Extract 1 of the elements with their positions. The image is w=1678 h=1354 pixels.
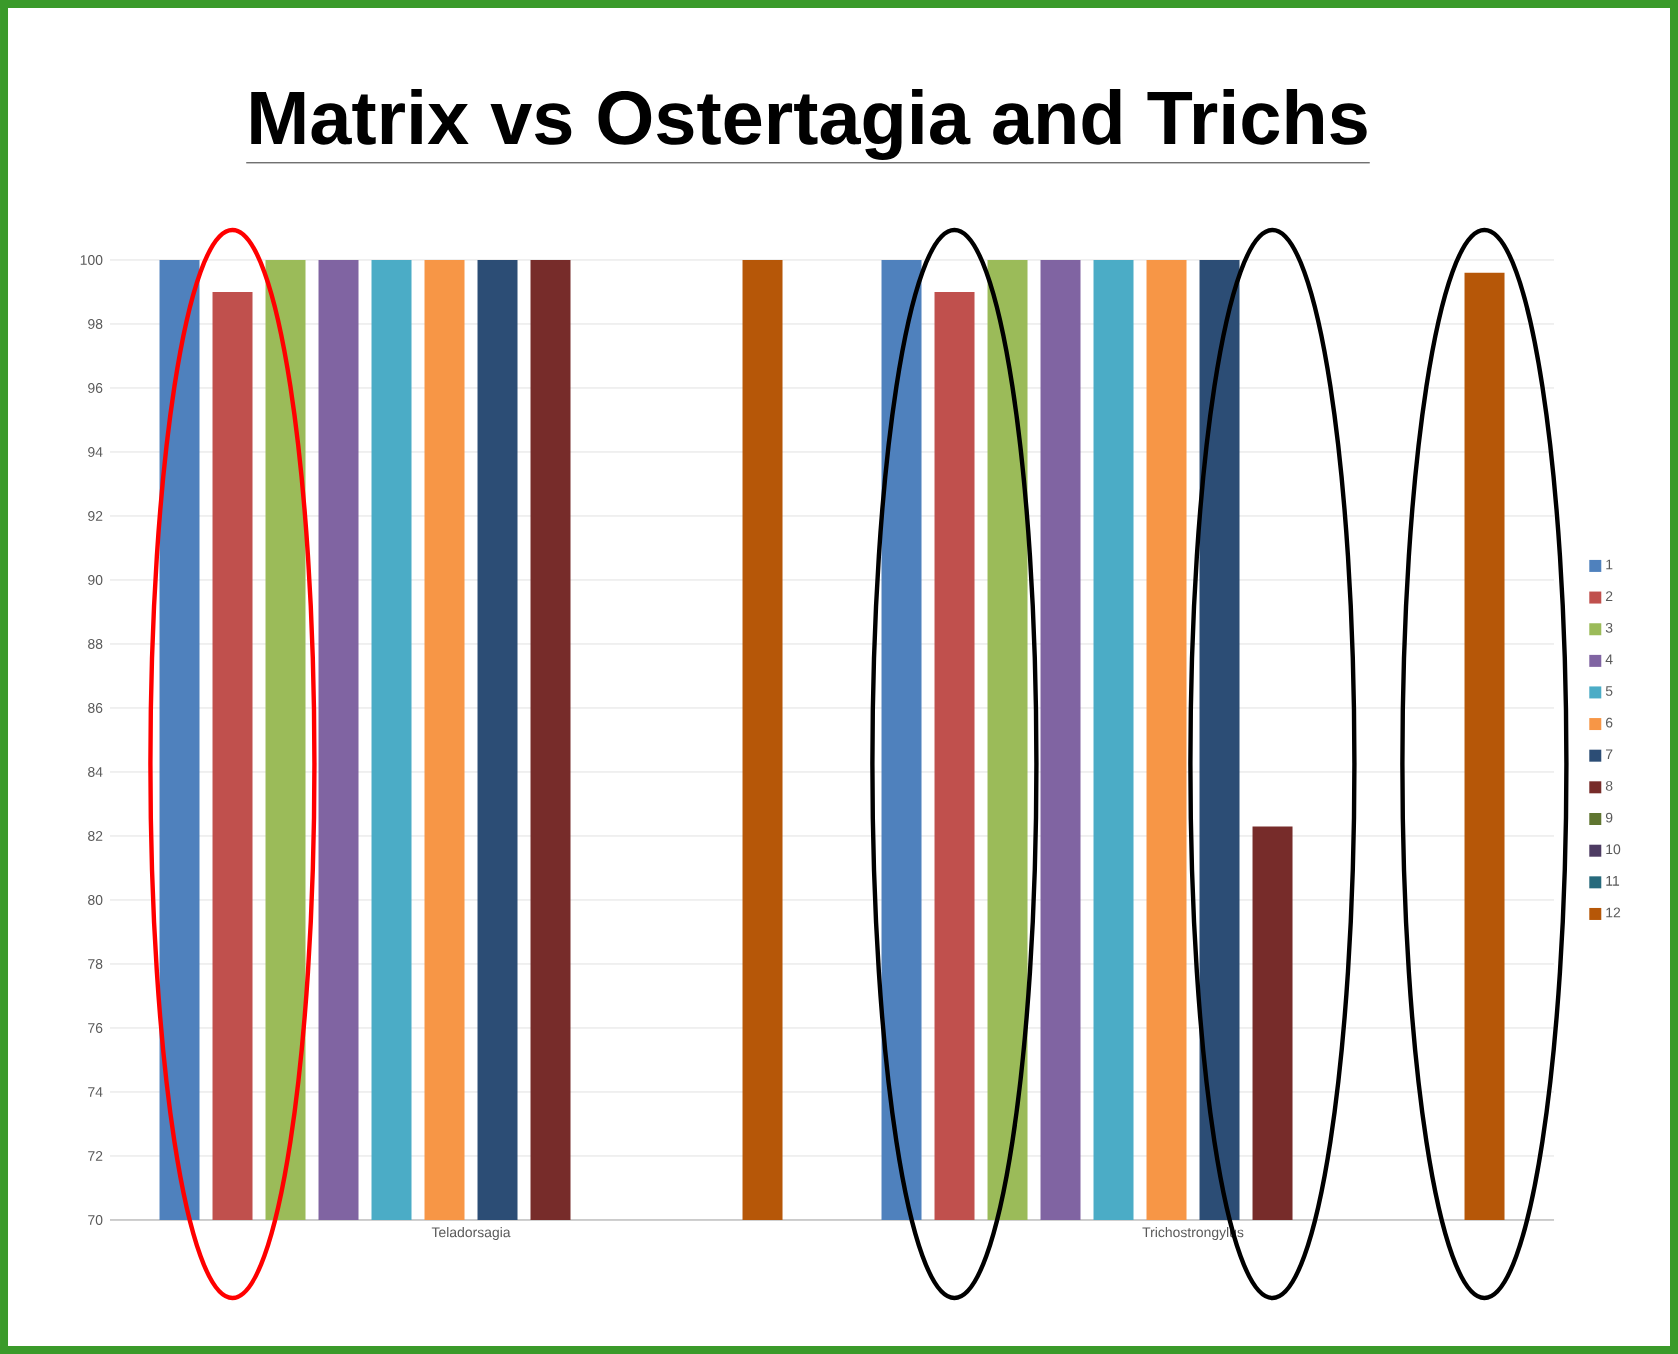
chart-title: Matrix vs Ostertagia and Trichs bbox=[251, 89, 1367, 161]
